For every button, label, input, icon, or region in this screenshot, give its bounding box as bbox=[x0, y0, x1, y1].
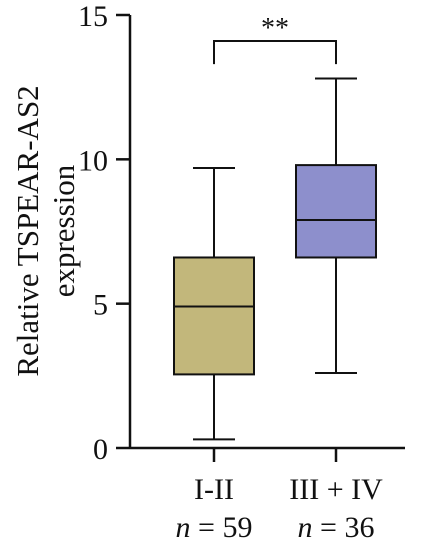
y-axis-label-line-1: Relative TSPEAR-AS2 bbox=[10, 85, 45, 376]
boxes bbox=[173, 77, 377, 441]
box-group-1 bbox=[173, 166, 255, 441]
significance-bracket bbox=[213, 39, 337, 65]
y-tick-label-10: 10 bbox=[78, 144, 108, 177]
box-group-2 bbox=[295, 77, 377, 374]
box-1 bbox=[173, 256, 255, 376]
y-axis-label: Relative TSPEAR-AS2 expression bbox=[10, 85, 81, 376]
y-tick-label-15: 15 bbox=[78, 0, 108, 33]
axes bbox=[128, 15, 405, 462]
sample-size-value-2: = 36 bbox=[313, 511, 375, 544]
y-tick-label-0: 0 bbox=[93, 433, 108, 466]
box-2 bbox=[295, 164, 377, 259]
y-tick-label-5: 5 bbox=[93, 289, 108, 322]
sample-size-label-2: n = 36 bbox=[298, 511, 375, 544]
sample-size-n-1: n bbox=[176, 511, 191, 544]
y-axis-label-line-2: expression bbox=[46, 164, 81, 297]
category-label-1: I-II bbox=[194, 473, 234, 506]
sample-size-label-1: n = 59 bbox=[176, 511, 253, 544]
sample-size-value-1: = 59 bbox=[191, 511, 253, 544]
significance-annotation: ** bbox=[213, 13, 337, 65]
y-ticks: 0 5 10 15 bbox=[78, 0, 130, 466]
significance-stars: ** bbox=[261, 13, 289, 44]
category-label-2: III + IV bbox=[289, 473, 383, 506]
sample-size-n-2: n bbox=[298, 511, 313, 544]
